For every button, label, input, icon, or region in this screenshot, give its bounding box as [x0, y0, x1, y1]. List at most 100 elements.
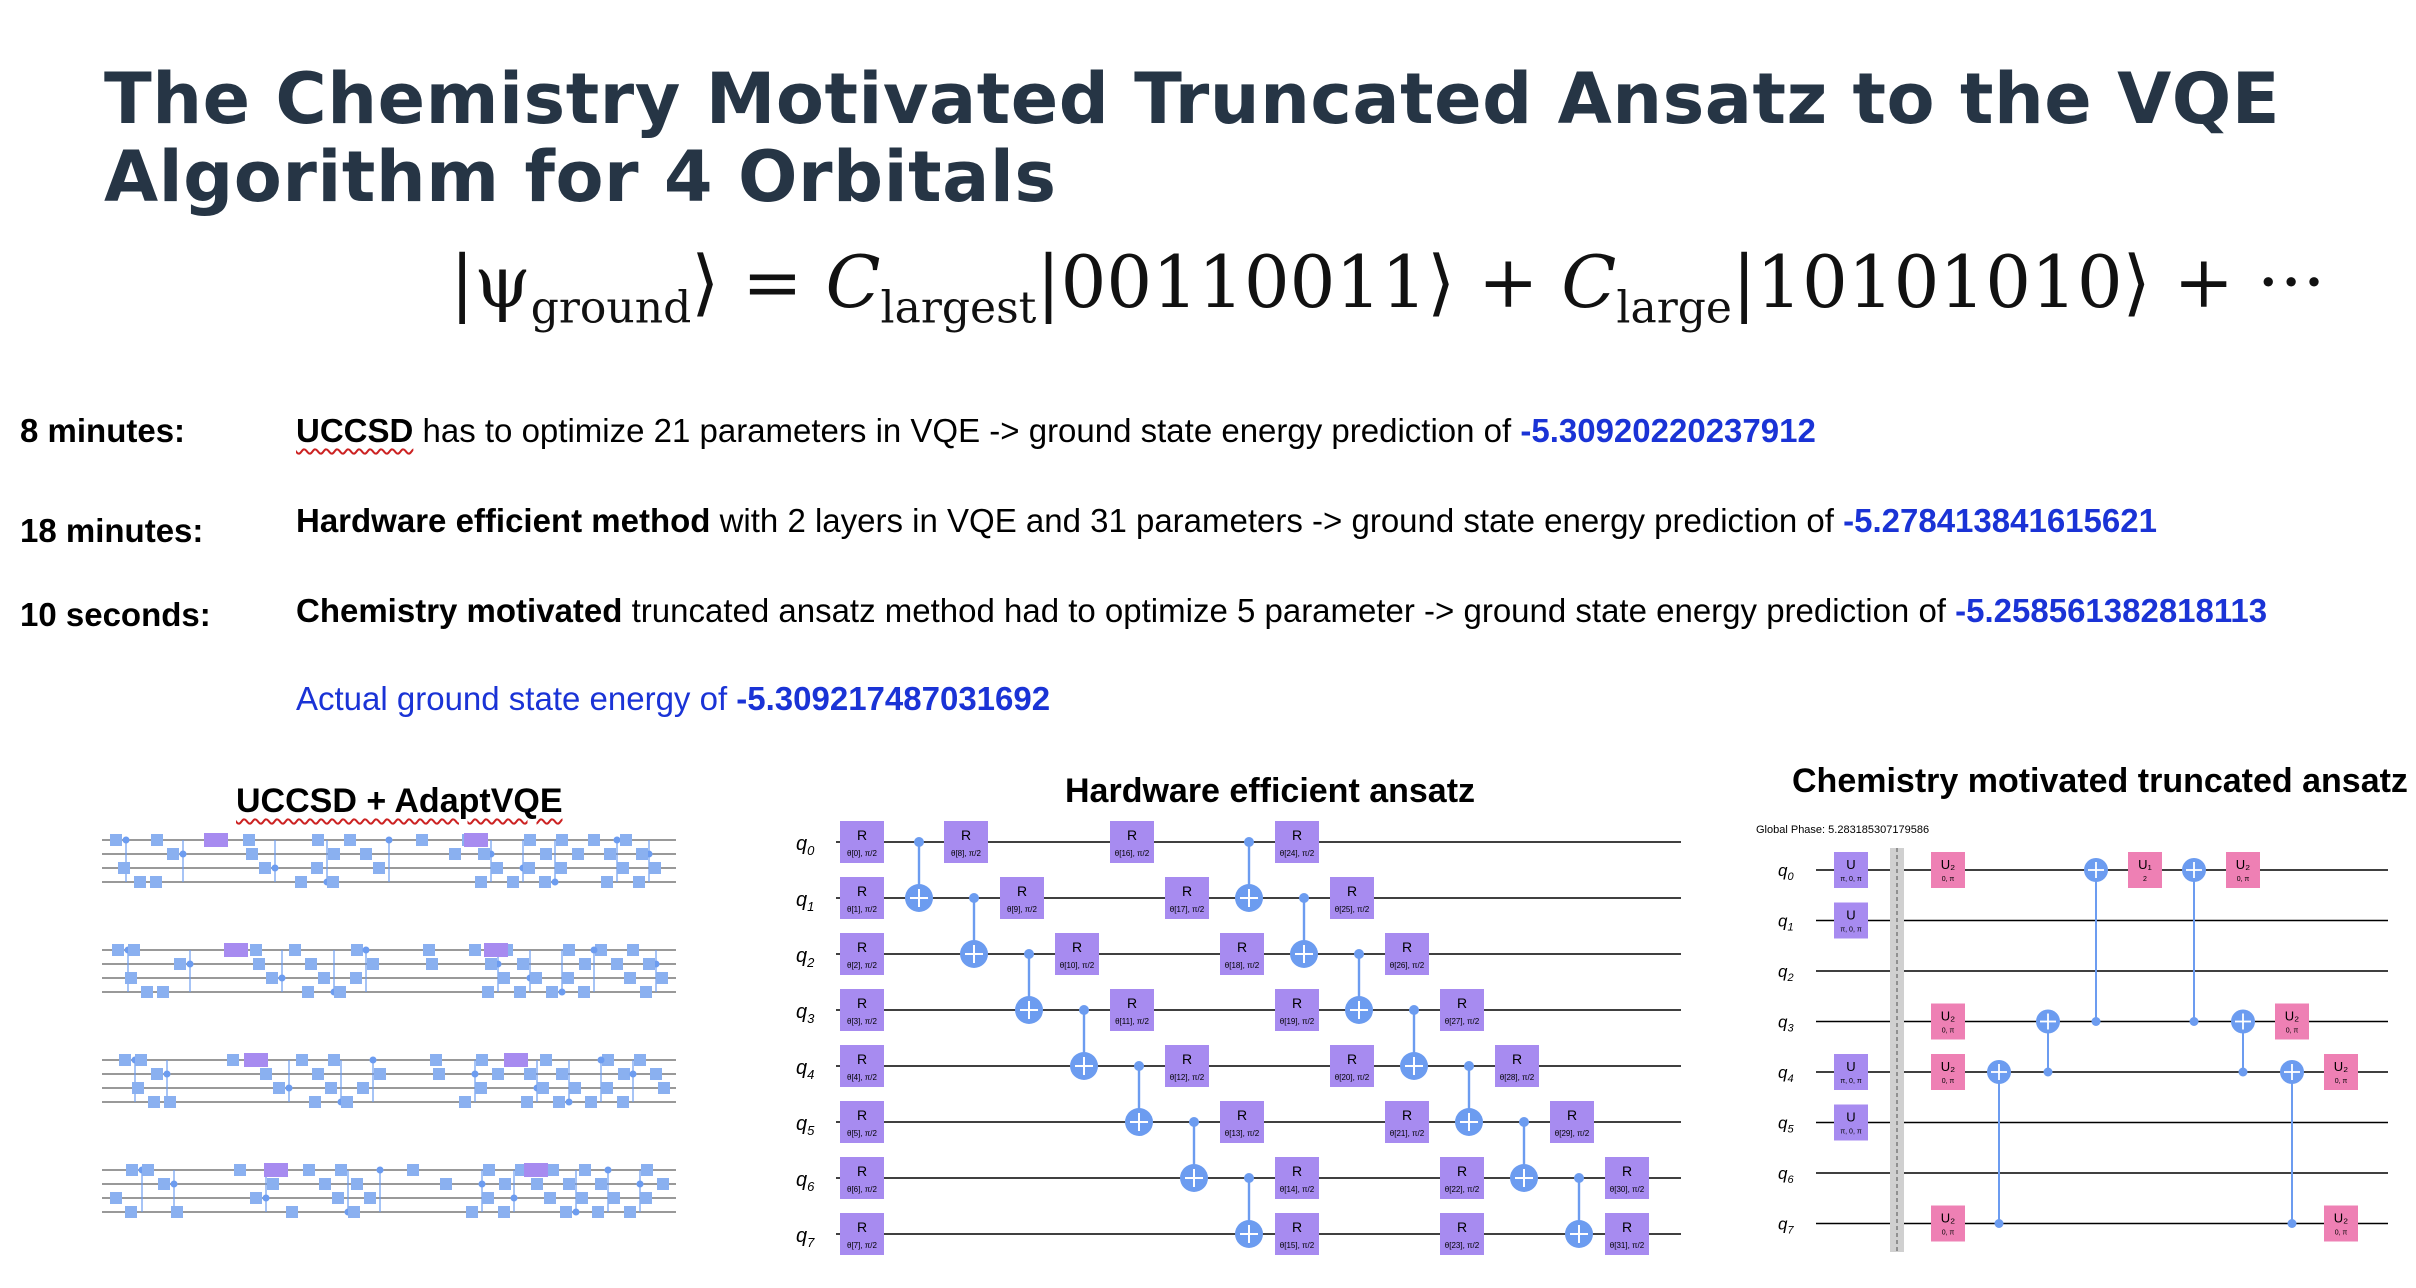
- uccsd-gate: [243, 834, 255, 846]
- uccsd-gate: [523, 862, 535, 874]
- uccsd-cnot: [179, 850, 187, 858]
- eq-c2: C: [1561, 240, 1617, 324]
- u2-gate-label: U₂: [1941, 857, 1955, 872]
- r-gate-param: θ[28], π/2: [1500, 1073, 1535, 1082]
- eq-c2-sub: large: [1616, 282, 1732, 334]
- cnot-control: [1519, 1117, 1529, 1127]
- uccsd-gate: [546, 986, 558, 998]
- u-gate-label: U: [1846, 1110, 1855, 1125]
- uccsd-cnot: [478, 1180, 486, 1188]
- uccsd-exp-gate: [464, 833, 488, 847]
- row-time: 8 minutes:: [20, 412, 186, 449]
- uccsd-exp-gate: [224, 943, 248, 957]
- uccsd-gate: [475, 1082, 487, 1094]
- u-gate-label: U: [1846, 857, 1855, 872]
- uccsd-gate: [547, 1164, 559, 1176]
- u2-gate-param: 0, π: [1942, 876, 1955, 883]
- uccsd-gate: [572, 848, 584, 860]
- r-gate-param: θ[19], π/2: [1280, 1017, 1315, 1026]
- uccsd-gate: [658, 1082, 670, 1094]
- u2-gate-label: U₂: [2334, 1211, 2348, 1226]
- uccsd-gate: [332, 1192, 344, 1204]
- u2-gate: [1931, 1054, 1965, 1090]
- r-gate-param: θ[17], π/2: [1170, 905, 1205, 914]
- uccsd-gate: [325, 1082, 337, 1094]
- uccsd-cnot: [565, 1098, 573, 1106]
- uccsd-gate: [302, 986, 314, 998]
- uccsd-exp-gate: [524, 1163, 548, 1177]
- r-gate-label: R: [857, 827, 867, 843]
- uccsd-exp-gate: [204, 833, 228, 847]
- barrier: [1890, 848, 1904, 1252]
- r-gate: [1055, 933, 1099, 975]
- r-gate-label: R: [1457, 1163, 1467, 1179]
- uccsd-gate: [335, 1164, 347, 1176]
- row-time: 18 minutes:: [20, 512, 204, 549]
- uccsd-cnot: [369, 1056, 377, 1064]
- uccsd-gate: [132, 1082, 144, 1094]
- r-gate-label: R: [1457, 995, 1467, 1011]
- uccsd-circuit-diagram: [102, 833, 676, 1218]
- r-gate: [1550, 1101, 1594, 1143]
- r-gate: [840, 1045, 884, 1087]
- u2-gate-label: U₂: [1941, 1211, 1955, 1226]
- uccsd-cnot: [362, 946, 370, 954]
- uccsd-gate: [601, 1082, 613, 1094]
- uccsd-gate: [328, 848, 340, 860]
- uccsd-cnot: [636, 1180, 644, 1188]
- uccsd-gate: [466, 1206, 478, 1218]
- uccsd-gate: [246, 848, 258, 860]
- uccsd-gate: [440, 1178, 452, 1190]
- r-gate: [1110, 821, 1154, 863]
- row-text: truncated ansatz method had to optimize …: [622, 592, 1956, 629]
- uccsd-gate: [128, 944, 140, 956]
- r-gate: [1000, 877, 1044, 919]
- uccsd-gate: [540, 848, 552, 860]
- r-gate-param: θ[7], π/2: [847, 1241, 878, 1250]
- uccsd-gate: [118, 862, 130, 874]
- qubit-label: q0: [1778, 861, 1794, 883]
- uccsd-gate: [312, 1068, 324, 1080]
- uccsd-gate: [351, 944, 363, 956]
- r-gate-label: R: [857, 939, 867, 955]
- uccsd-gate: [227, 1054, 239, 1066]
- r-gate: [1330, 1045, 1374, 1087]
- u2-gate: [2226, 852, 2260, 888]
- uccsd-gate: [344, 834, 356, 846]
- uccsd-gate: [556, 834, 568, 846]
- u2-gate: [2324, 1054, 2358, 1090]
- eq-c1: C: [825, 240, 881, 324]
- uccsd-cnot: [262, 1194, 270, 1202]
- uccsd-gate: [602, 1054, 614, 1066]
- uccsd-gate: [357, 1082, 369, 1094]
- uccsd-gate: [318, 972, 330, 984]
- uccsd-cnot: [604, 1166, 612, 1174]
- uccsd-gate: [151, 1068, 163, 1080]
- qubit-label: q1: [1778, 912, 1794, 934]
- uccsd-gate: [636, 848, 648, 860]
- u-gate-param: π, 0, π: [1840, 1078, 1862, 1085]
- r-gate-label: R: [1237, 1107, 1247, 1123]
- u2-gate: [1931, 1003, 1965, 1040]
- uccsd-gate: [592, 1206, 604, 1218]
- r-gate-label: R: [1567, 1107, 1577, 1123]
- r-gate-label: R: [1182, 1051, 1192, 1067]
- uccsd-gate: [266, 972, 278, 984]
- r-gate: [1165, 1045, 1209, 1087]
- uccsd-gate: [334, 986, 346, 998]
- qubit-label: q5: [796, 1113, 815, 1138]
- r-gate: [840, 1157, 884, 1199]
- uccsd-gate: [112, 944, 124, 956]
- r-gate: [1275, 989, 1319, 1031]
- cnot-control: [2043, 1067, 2053, 1077]
- row-text: with 2 layers in VQE and 31 parameters -…: [710, 502, 1844, 539]
- uccsd-gate: [348, 1206, 360, 1218]
- uccsd-cnot: [510, 1194, 518, 1202]
- uccsd-gate: [640, 986, 652, 998]
- uccsd-cnot: [471, 1070, 479, 1078]
- r-gate: [840, 1101, 884, 1143]
- uccsd-gate: [579, 958, 591, 970]
- row-method: Chemistry motivated: [296, 592, 623, 629]
- r-gate-param: θ[25], π/2: [1335, 905, 1370, 914]
- u2-gate-label: U₂: [1941, 1009, 1955, 1024]
